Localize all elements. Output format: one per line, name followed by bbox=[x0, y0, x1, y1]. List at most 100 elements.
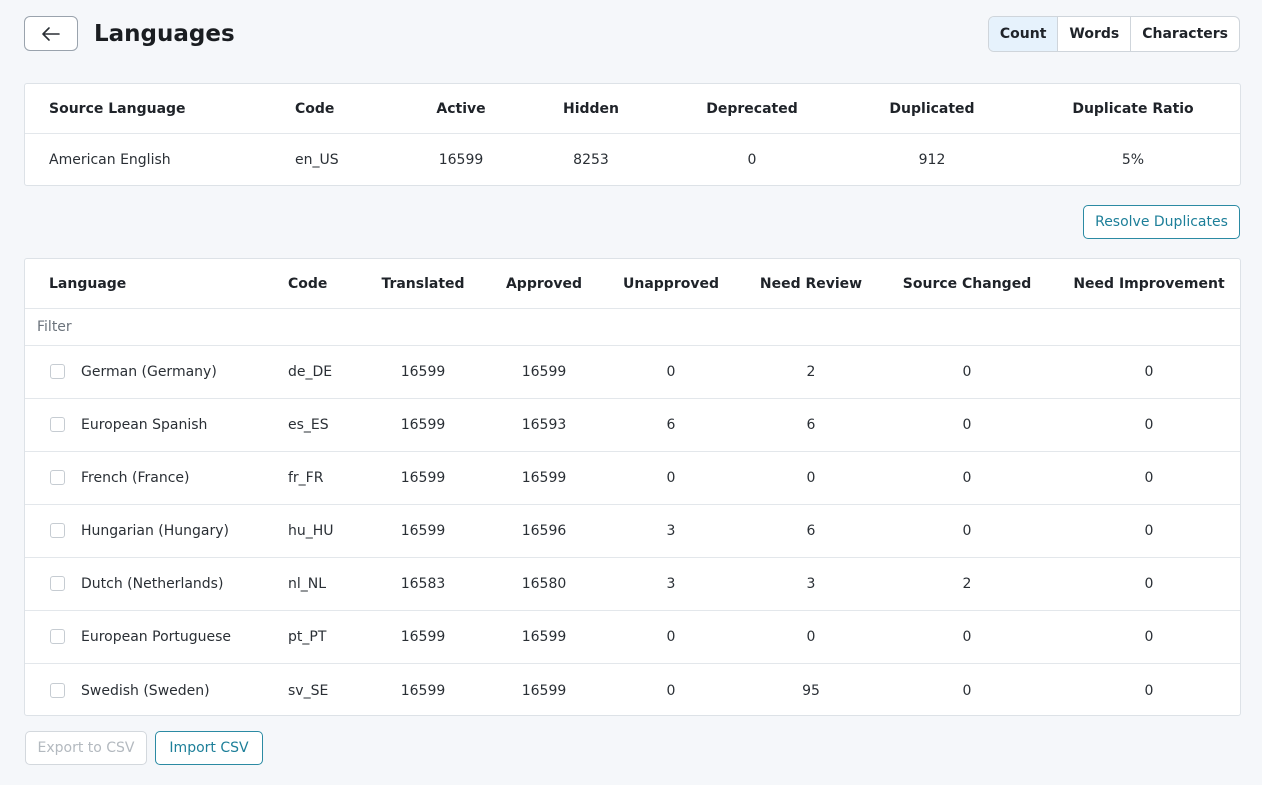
translated-count: 16599 bbox=[400, 470, 446, 486]
hidden-count: 8253 bbox=[573, 152, 609, 168]
unapproved-count: 3 bbox=[666, 576, 676, 592]
need-review-count: 6 bbox=[806, 417, 816, 433]
duplicated-count: 912 bbox=[918, 152, 946, 168]
column-header[interactable]: Source Changed bbox=[902, 275, 1032, 292]
row-checkbox[interactable] bbox=[50, 576, 65, 591]
table-row[interactable]: Hungarian (Hungary) hu_HU 16599 16596 3 6 0 0 bbox=[25, 505, 1240, 558]
approved-count: 16599 bbox=[521, 682, 567, 699]
translated-count: 16583 bbox=[400, 576, 446, 592]
column-header[interactable]: Need Review bbox=[759, 275, 863, 292]
need-improvement-count: 0 bbox=[1144, 682, 1154, 699]
column-header[interactable]: Deprecated bbox=[706, 100, 798, 117]
source-changed-count: 0 bbox=[962, 364, 972, 380]
metric-tab-count[interactable]: Count bbox=[988, 17, 1059, 51]
unapproved-count: 0 bbox=[666, 629, 676, 645]
export-csv-button[interactable]: Export to CSV bbox=[25, 731, 147, 765]
language-name: Dutch (Netherlands) bbox=[81, 576, 224, 592]
table-row[interactable]: German (Germany) de_DE 16599 16599 0 2 0 0 bbox=[25, 346, 1240, 399]
need-improvement-count: 0 bbox=[1144, 576, 1154, 592]
resolve-duplicates-button[interactable]: Resolve Duplicates bbox=[1083, 205, 1240, 239]
language-rows: German (Germany) de_DE 16599 16599 0 2 0 0 Europ… bbox=[25, 346, 1240, 717]
back-button[interactable] bbox=[24, 16, 78, 51]
unapproved-count: 3 bbox=[666, 523, 676, 539]
table-row[interactable]: European Portuguese pt_PT 16599 16599 0 0 0 0 bbox=[25, 611, 1240, 664]
row-checkbox[interactable] bbox=[50, 629, 65, 644]
column-header[interactable]: Translated bbox=[381, 275, 465, 292]
need-review-count: 2 bbox=[806, 364, 816, 380]
column-header[interactable]: Source Language bbox=[49, 100, 186, 117]
table-header: Language Code Translated Approved Unappr… bbox=[25, 259, 1240, 309]
column-header[interactable]: Active bbox=[436, 100, 486, 117]
active-count: 16599 bbox=[438, 152, 484, 168]
filter-input[interactable] bbox=[37, 309, 437, 345]
deprecated-count: 0 bbox=[747, 152, 757, 168]
language-code: es_ES bbox=[288, 417, 329, 433]
source-language-code: en_US bbox=[295, 152, 339, 168]
source-changed-count: 0 bbox=[962, 523, 972, 539]
need-improvement-count: 0 bbox=[1144, 470, 1154, 486]
table-row[interactable]: European Spanish es_ES 16599 16593 6 6 0 0 bbox=[25, 399, 1240, 452]
language-name: French (France) bbox=[81, 470, 190, 486]
table-row[interactable]: Swedish (Sweden) sv_SE 16599 16599 0 95 0 0 bbox=[25, 664, 1240, 717]
source-changed-count: 0 bbox=[962, 682, 972, 699]
unapproved-count: 6 bbox=[666, 417, 676, 433]
language-code: de_DE bbox=[288, 364, 333, 380]
languages-table: Language Code Translated Approved Unappr… bbox=[24, 258, 1241, 716]
source-changed-count: 0 bbox=[962, 629, 972, 645]
unapproved-count: 0 bbox=[666, 470, 676, 486]
page-title: Languages bbox=[94, 21, 235, 47]
column-header[interactable]: Approved bbox=[505, 275, 583, 292]
translated-count: 16599 bbox=[400, 364, 446, 380]
need-review-count: 3 bbox=[806, 576, 816, 592]
table-row: American English en_US 16599 8253 0 912 … bbox=[25, 134, 1240, 186]
column-header[interactable]: Need Improvement bbox=[1073, 275, 1225, 292]
metric-tab-words[interactable]: Words bbox=[1058, 17, 1132, 51]
row-checkbox[interactable] bbox=[50, 523, 65, 538]
column-header[interactable]: Language bbox=[49, 275, 127, 292]
need-improvement-count: 0 bbox=[1144, 417, 1154, 433]
approved-count: 16593 bbox=[521, 417, 567, 433]
metric-tab-characters[interactable]: Characters bbox=[1142, 26, 1228, 42]
translated-count: 16599 bbox=[400, 682, 446, 699]
language-code: nl_NL bbox=[288, 576, 327, 592]
metric-toggle: Count Words Characters bbox=[987, 16, 1240, 52]
language-code: pt_PT bbox=[288, 629, 327, 645]
arrow-left-icon bbox=[42, 26, 60, 41]
column-header[interactable]: Unapproved bbox=[623, 275, 719, 292]
need-review-count: 0 bbox=[806, 629, 816, 645]
column-header[interactable]: Code bbox=[295, 100, 335, 117]
need-improvement-count: 0 bbox=[1144, 364, 1154, 380]
column-header[interactable]: Hidden bbox=[562, 100, 620, 117]
source-language-table: Source Language Code Active Hidden Depre… bbox=[24, 83, 1241, 186]
row-checkbox[interactable] bbox=[50, 470, 65, 485]
table-row[interactable]: Dutch (Netherlands) nl_NL 16583 16580 3 3 2 0 bbox=[25, 558, 1240, 611]
language-code: fr_FR bbox=[288, 470, 324, 486]
column-header[interactable]: Duplicate Ratio bbox=[1072, 100, 1194, 117]
table-row[interactable]: French (France) fr_FR 16599 16599 0 0 0 0 bbox=[25, 452, 1240, 505]
source-language-name: American English bbox=[49, 152, 171, 168]
language-code: sv_SE bbox=[288, 682, 329, 699]
language-name: German (Germany) bbox=[81, 364, 217, 380]
source-changed-count: 0 bbox=[962, 470, 972, 486]
row-checkbox[interactable] bbox=[50, 417, 65, 432]
row-checkbox[interactable] bbox=[50, 682, 65, 698]
source-changed-count: 2 bbox=[962, 576, 972, 592]
translated-count: 16599 bbox=[400, 417, 446, 433]
translated-count: 16599 bbox=[400, 523, 446, 539]
column-header[interactable]: Code bbox=[288, 275, 328, 292]
filter-row bbox=[25, 309, 1240, 346]
approved-count: 16580 bbox=[521, 576, 567, 592]
language-name: European Spanish bbox=[81, 417, 208, 433]
language-name: Hungarian (Hungary) bbox=[81, 523, 229, 539]
row-checkbox[interactable] bbox=[50, 364, 65, 379]
approved-count: 16599 bbox=[521, 470, 567, 486]
need-review-count: 6 bbox=[806, 523, 816, 539]
language-code: hu_HU bbox=[288, 523, 334, 539]
column-header[interactable]: Duplicated bbox=[889, 100, 975, 117]
language-name: Swedish (Sweden) bbox=[81, 682, 210, 699]
source-changed-count: 0 bbox=[962, 417, 972, 433]
import-csv-button[interactable]: Import CSV bbox=[155, 731, 263, 765]
approved-count: 16596 bbox=[521, 523, 567, 539]
duplicate-ratio: 5% bbox=[1121, 152, 1145, 168]
translated-count: 16599 bbox=[400, 629, 446, 645]
